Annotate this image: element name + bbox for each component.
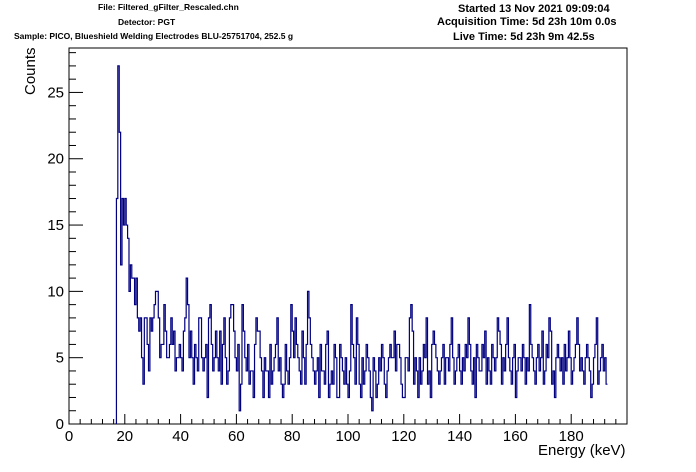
- x-tick-label: 100: [335, 428, 360, 445]
- x-tick-label: 20: [116, 428, 133, 445]
- x-tick-label: 180: [559, 428, 584, 445]
- header-file: File: Filtered_gFilter_Rescaled.chn: [98, 2, 239, 12]
- header-acquisition: Acquisition Time: 5d 23h 10m 0.0s: [437, 16, 617, 28]
- header-live: Live Time: 5d 23h 9m 42.5s: [453, 31, 595, 43]
- header-detector: Detector: PGT: [118, 17, 176, 27]
- y-tick-label: 0: [56, 416, 64, 433]
- x-axis-title: Energy (keV): [538, 442, 626, 459]
- x-tick-label: 140: [447, 428, 472, 445]
- header-started: Started 13 Nov 2021 09:09:04: [458, 3, 610, 15]
- x-tick-label: 160: [503, 428, 528, 445]
- x-tick-label: 60: [228, 428, 245, 445]
- x-tick-label: 0: [65, 428, 73, 445]
- x-tick-label: 80: [284, 428, 301, 445]
- y-axis-title: Counts: [22, 47, 39, 95]
- y-tick-label: 5: [56, 350, 64, 367]
- x-tick-label: 40: [172, 428, 189, 445]
- y-tick-label: 10: [47, 283, 64, 300]
- y-tick-label: 15: [47, 217, 64, 234]
- y-tick-label: 20: [47, 151, 64, 168]
- y-tick-label: 25: [47, 84, 64, 101]
- header-sample: Sample: PICO, Blueshield Welding Electro…: [14, 31, 294, 41]
- spectrum-histogram-line: [115, 65, 608, 424]
- x-tick-label: 120: [391, 428, 416, 445]
